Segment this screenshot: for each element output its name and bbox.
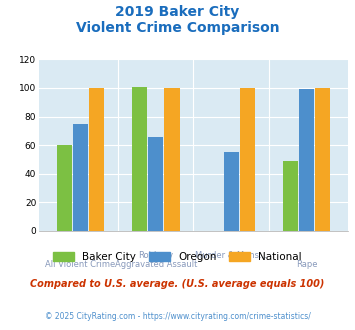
Text: Compared to U.S. average. (U.S. average equals 100): Compared to U.S. average. (U.S. average … [30,279,325,289]
Bar [240,88,255,231]
Text: Violent Crime Comparison: Violent Crime Comparison [76,21,279,35]
Bar [89,88,104,231]
Text: © 2025 CityRating.com - https://www.cityrating.com/crime-statistics/: © 2025 CityRating.com - https://www.city… [45,312,310,321]
Text: Rape: Rape [296,260,317,269]
Text: All Violent Crime: All Violent Crime [45,260,116,269]
Bar [148,137,163,231]
Text: 2019 Baker City: 2019 Baker City [115,5,240,19]
Bar [57,145,72,231]
Bar [315,88,330,231]
Text: Murder & Mans...: Murder & Mans... [195,251,267,260]
Legend: Baker City, Oregon, National: Baker City, Oregon, National [49,248,306,266]
Bar [224,152,239,231]
Bar [299,89,314,231]
Bar [132,86,147,231]
Text: Aggravated Assault: Aggravated Assault [115,260,197,269]
Bar [164,88,180,231]
Bar [73,124,88,231]
Bar [283,161,298,231]
Text: Robbery: Robbery [138,251,173,260]
